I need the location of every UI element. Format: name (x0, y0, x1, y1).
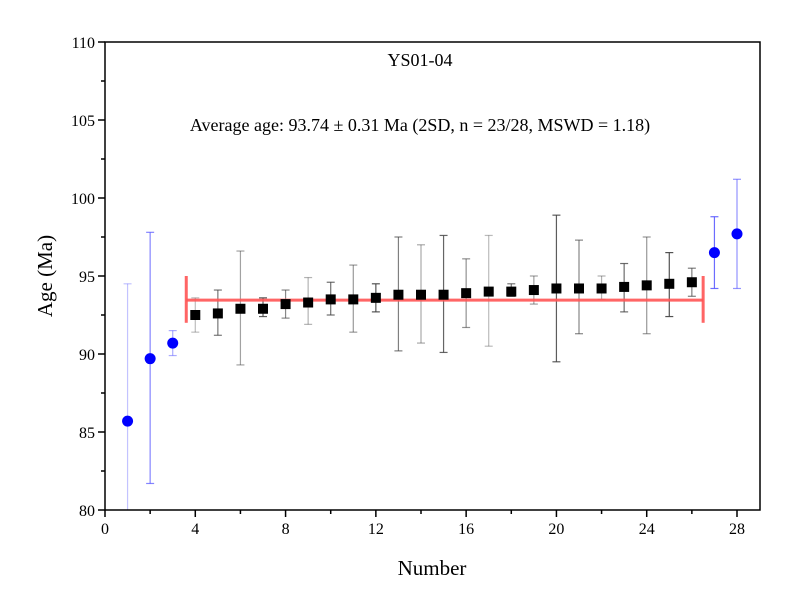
included-point (190, 310, 201, 320)
error-bars (123, 178, 741, 510)
x-tick-label: 20 (548, 521, 564, 538)
x-tick-label: 12 (368, 521, 384, 538)
included-point (325, 294, 336, 305)
excluded-point (122, 415, 134, 427)
excluded-point (708, 247, 720, 259)
x-tick-label: 28 (729, 521, 745, 538)
included-point (212, 308, 223, 319)
included-point (303, 297, 314, 308)
included-point (574, 283, 584, 294)
x-axis-label: Number (398, 556, 467, 580)
y-tick-label: 85 (79, 425, 95, 442)
included-point (664, 278, 675, 289)
x-tick-label: 4 (191, 521, 199, 538)
y-tick-label: 80 (79, 503, 95, 520)
included-point (438, 289, 449, 300)
included-point (348, 294, 359, 305)
excluded-point (144, 353, 156, 365)
y-tick-label: 100 (71, 191, 95, 208)
y-tick-label: 90 (79, 347, 95, 364)
x-tick-label: 24 (639, 521, 655, 538)
axis-ticks: 0 4 8 12 16 20 24 28 80 85 90 95 100 105 110 (71, 35, 745, 538)
included-point (551, 283, 562, 294)
included-point (258, 303, 268, 314)
y-tick-label: 110 (72, 35, 95, 52)
y-axis-label: Age (Ma) (33, 235, 57, 317)
included-point (483, 286, 494, 297)
x-tick-label: 8 (282, 521, 290, 538)
included-point (528, 285, 539, 296)
average-age-annotation: Average age: 93.74 ± 0.31 Ma (2SD, n = 2… (190, 115, 650, 136)
data-markers (122, 228, 743, 427)
plot-frame (104, 41, 761, 511)
excluded-point (167, 337, 179, 349)
included-point (506, 286, 517, 297)
included-point (280, 299, 291, 310)
x-tick-label: 0 (101, 521, 109, 538)
included-point (416, 289, 426, 300)
included-point (393, 289, 404, 300)
included-point (596, 283, 607, 294)
included-point (641, 280, 652, 291)
included-point (619, 281, 630, 292)
y-tick-label: 105 (71, 113, 95, 130)
excluded-point (731, 228, 743, 240)
included-point (461, 288, 472, 299)
y-tick-label: 95 (79, 269, 95, 286)
chart-title: YS01-04 (387, 50, 452, 70)
x-tick-label: 16 (458, 521, 474, 538)
weighted-mean-line (184, 276, 705, 323)
included-point (235, 303, 246, 314)
included-point (686, 277, 697, 288)
included-point (370, 292, 381, 303)
